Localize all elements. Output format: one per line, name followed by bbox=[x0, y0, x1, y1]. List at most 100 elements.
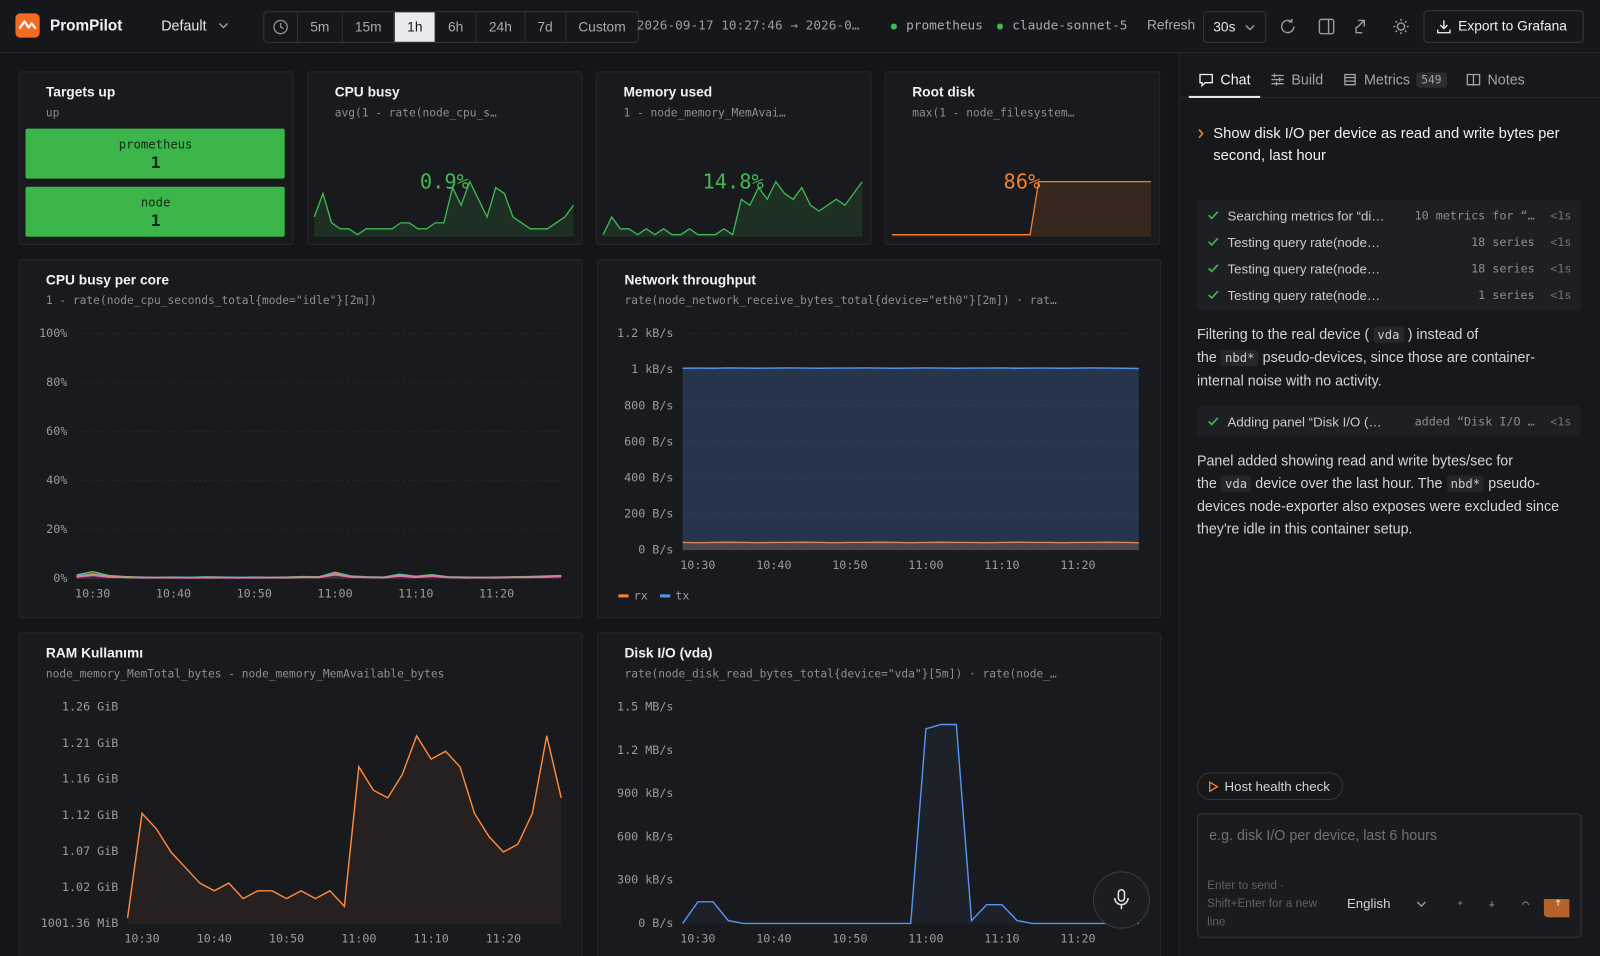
x-tick-label: 10:50 bbox=[237, 586, 272, 600]
tab[interactable]: Metrics 549 bbox=[1332, 63, 1455, 98]
target-tile bbox=[25, 186, 285, 237]
panel-title: Memory used bbox=[623, 84, 712, 99]
suggestion-chip[interactable]: Host health check bbox=[1196, 772, 1344, 800]
tool-step: Testing query rate(node… 18 series <1s bbox=[1207, 255, 1571, 282]
series-line bbox=[76, 574, 562, 579]
step-time: <1s bbox=[1550, 234, 1572, 249]
legend-label: rx bbox=[634, 588, 648, 602]
tool-steps: Adding panel “Disk I/O (… added “Disk I/O… bbox=[1196, 406, 1582, 437]
panel-title: CPU busy bbox=[335, 84, 400, 99]
series-line bbox=[682, 723, 1139, 925]
x-tick-label: 10:40 bbox=[756, 558, 791, 572]
y-tick-label: 300 kB/s bbox=[617, 873, 673, 887]
panel-title: Disk I/O (vda) bbox=[624, 646, 712, 661]
message-text: pseudo-devices node-exporter also expose… bbox=[1196, 474, 1560, 537]
x-tick-label: 11:00 bbox=[908, 558, 943, 572]
y-tick-label: 600 kB/s bbox=[617, 829, 673, 843]
range-button[interactable]: 1h bbox=[393, 12, 435, 42]
user-prompt: Show disk I/O per device as read and wri… bbox=[1197, 122, 1582, 167]
y-tick-label: 200 B/s bbox=[624, 506, 673, 520]
sparkline-area bbox=[891, 181, 1152, 237]
input-tools[interactable] bbox=[1416, 898, 1570, 919]
target-tile bbox=[25, 128, 285, 179]
x-tick-label: 11:20 bbox=[486, 931, 521, 945]
model[interactable]: claude-sonnet-5 bbox=[1012, 17, 1128, 33]
x-tick-label: 10:30 bbox=[680, 931, 715, 945]
status-dot bbox=[996, 23, 1004, 30]
sparkline bbox=[602, 180, 863, 236]
tab-label: Notes bbox=[1487, 71, 1525, 88]
step-time: <1s bbox=[1550, 414, 1572, 429]
range-button[interactable]: 6h bbox=[434, 12, 476, 42]
time-range[interactable]: 2026-09-17 10:27:46 → 2026-0… bbox=[636, 17, 860, 33]
panel-query: avg(1 - rate(node_cpu_s… bbox=[335, 106, 497, 119]
panel-title: Root disk bbox=[912, 84, 975, 99]
tabs: Chat Build Metrics 549 Notes bbox=[1188, 63, 1534, 98]
range-button[interactable]: 5m bbox=[296, 12, 342, 42]
message-text: pseudo-devices, since those are containe… bbox=[1196, 348, 1536, 389]
step-text: Testing query rate(node… bbox=[1227, 234, 1381, 250]
step-detail: 18 series bbox=[1471, 234, 1535, 249]
message-text: Panel added showing read and write bytes… bbox=[1196, 452, 1514, 491]
step-detail: 18 series bbox=[1471, 261, 1535, 276]
target-value: 1 bbox=[151, 211, 161, 230]
sparkline-area bbox=[314, 181, 574, 237]
step-detail: 10 metrics for “… bbox=[1414, 208, 1535, 223]
range-button[interactable]: 7d bbox=[524, 12, 565, 42]
tab[interactable]: Build bbox=[1260, 63, 1333, 98]
stat-value: 14.8% bbox=[702, 170, 763, 194]
panel-title: Targets up bbox=[46, 84, 115, 99]
panel-query: 1 - node_memory_MemAvai… bbox=[623, 106, 785, 119]
y-tick-label: 1.5 MB/s bbox=[617, 700, 673, 714]
step-detail: added “Disk I/O … bbox=[1414, 414, 1535, 429]
clock-icon bbox=[264, 12, 297, 42]
mic-button[interactable] bbox=[1092, 871, 1150, 929]
y-tick-label: 60% bbox=[46, 424, 67, 438]
inline-code: vda bbox=[1373, 326, 1404, 343]
y-tick-label: 1.2 kB/s bbox=[617, 326, 673, 340]
target-value: 1 bbox=[151, 153, 161, 172]
suggestion-label: Host health check bbox=[1224, 778, 1330, 794]
message-text: Filtering to the real device ( bbox=[1196, 325, 1370, 342]
y-tick-label: 1.26 GiB bbox=[62, 700, 118, 714]
y-tick-label: 100% bbox=[39, 326, 67, 340]
workspace-select[interactable]: Default bbox=[161, 17, 207, 34]
export-button[interactable]: Export to Grafana bbox=[1423, 10, 1584, 43]
y-tick-label: 900 kB/s bbox=[617, 786, 673, 800]
toolbar-icons[interactable] bbox=[1280, 17, 1413, 35]
step-time: <1s bbox=[1550, 287, 1572, 303]
x-tick-label: 10:50 bbox=[832, 558, 867, 572]
x-tick-label: 10:40 bbox=[156, 586, 191, 600]
step-text: Testing query rate(node… bbox=[1227, 287, 1381, 303]
chat-input[interactable]: e.g. disk I/O per device, last 6 hours E… bbox=[1196, 813, 1582, 938]
panel-title: Network throughput bbox=[624, 272, 756, 287]
language-select[interactable]: English bbox=[1346, 895, 1391, 912]
tab[interactable]: Chat bbox=[1188, 63, 1260, 98]
range-button[interactable]: 24h bbox=[475, 12, 525, 42]
tool-step: Testing query rate(node… 1 series <1s bbox=[1207, 282, 1571, 309]
y-tick-label: 1.16 GiB bbox=[62, 772, 118, 786]
y-tick-label: 1 kB/s bbox=[631, 362, 673, 376]
x-tick-label: 11:10 bbox=[398, 586, 433, 600]
panel-query: rate(node_network_receive_bytes_total{de… bbox=[624, 294, 1057, 307]
tool-step: Searching metrics for “di… 10 metrics for… bbox=[1207, 202, 1571, 229]
panel-query: up bbox=[46, 106, 60, 119]
x-tick-label: 10:30 bbox=[680, 558, 715, 572]
x-tick-label: 10:50 bbox=[269, 931, 304, 945]
refresh-select[interactable]: 30s bbox=[1203, 11, 1267, 43]
tab-divider bbox=[1178, 96, 1600, 98]
logo bbox=[15, 13, 40, 38]
range-button[interactable]: 15m bbox=[341, 12, 394, 42]
assistant-message: Filtering to the real device (vda) inste… bbox=[1197, 322, 1582, 391]
range-button[interactable]: Custom bbox=[564, 12, 638, 42]
datasource[interactable]: prometheus bbox=[906, 17, 983, 33]
refresh-value: 30s bbox=[1213, 19, 1236, 35]
stat-value: 86% bbox=[1004, 170, 1041, 194]
tab[interactable]: Notes bbox=[1456, 63, 1534, 98]
header: PromPilot Default 5m 15m 1h 6h 24h 7d Custom 2… bbox=[0, 0, 1600, 54]
assistant-message: Panel added showing read and write bytes… bbox=[1197, 449, 1582, 540]
y-tick-label: 1.2 MB/s bbox=[617, 743, 673, 757]
prompt-text: Show disk I/O per device as read and wri… bbox=[1213, 125, 1560, 165]
sparkline bbox=[313, 179, 575, 236]
